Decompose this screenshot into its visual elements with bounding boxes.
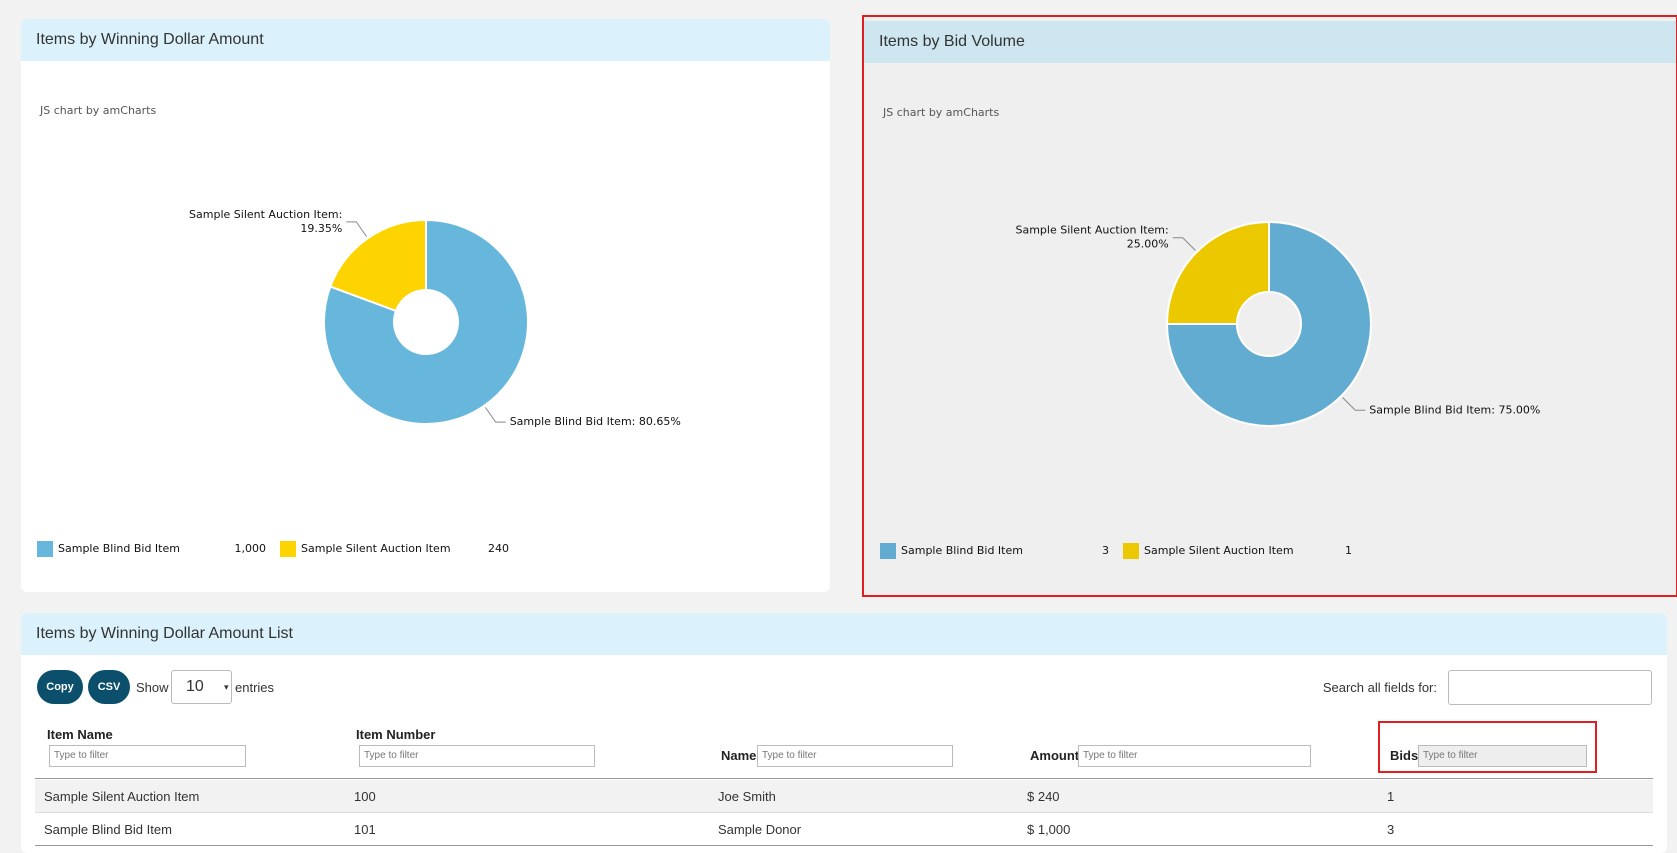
leader-line [485,407,506,423]
row-rule [35,812,1653,813]
chart: JS chart by amCharts Sample Blind Bid Ite… [37,104,681,557]
chart-panel: Items by Bid Volume JS chart by amCharts… [862,15,1677,597]
legend-value: 1 [1345,544,1352,557]
legend-label: Sample Silent Auction Item [301,542,451,555]
legend-swatch [1123,543,1139,559]
legend-swatch [280,541,296,557]
slice-label: Sample Silent Auction Item: [1015,224,1168,237]
slice-label: Sample Blind Bid Item: 75.00% [1369,403,1540,416]
highlight-box [1378,721,1597,773]
table-cell: $ 1,000 [1027,822,1071,837]
pie-slice [1165,220,1270,325]
table-cell: Sample Silent Auction Item [44,789,200,804]
table-cell: Joe Smith [718,789,776,804]
search-input[interactable] [1448,670,1652,705]
table-panel: Items by Winning Dollar Amount List Copy… [21,613,1667,853]
filter-input[interactable]: Type to filter [1418,745,1587,767]
column-header[interactable]: Bids [1390,748,1419,763]
filter-input[interactable]: Type to filter [359,745,595,767]
column-header[interactable]: Item Name [47,727,113,742]
table-cell: 1 [1387,789,1395,804]
panel-title: Items by Bid Volume [864,21,1676,63]
filter-input[interactable]: Type to filter [1078,745,1311,767]
show-label: Show [136,680,169,695]
table-cell: 100 [354,789,376,804]
pie-slice [1165,220,1372,427]
slice-label: 19.35% [300,222,342,235]
leader-line [346,221,367,237]
legend-value: 240 [488,542,509,555]
legend-swatch [880,543,896,559]
page-size-select[interactable]: 10 [171,670,232,704]
table-cell: 101 [354,822,376,837]
pie-slice [323,218,529,425]
pie-slice [329,218,427,313]
chart-credit: JS chart by amCharts [39,104,156,117]
copy-button[interactable]: Copy [37,670,83,704]
slice-label: Sample Blind Bid Item: 80.65% [510,415,681,428]
chart-panel: Items by Winning Dollar Amount JS chart … [21,19,830,592]
table-cell: $ 240 [1027,789,1060,804]
column-header[interactable]: Name [721,748,757,763]
panel-title: Items by Winning Dollar Amount List [21,613,1667,655]
filter-input[interactable]: Type to filter [757,745,953,767]
header-rule [35,778,1653,779]
chart: JS chart by amCharts Sample Blind Bid Ite… [880,106,1540,559]
slice-label: 25.00% [1127,238,1169,251]
table-cell: Sample Blind Bid Item [44,822,172,837]
table-cell: Sample Donor [718,822,802,837]
table-cell: 3 [1387,822,1395,837]
leader-line [1342,397,1366,411]
column-header[interactable]: Item Number [356,727,436,742]
leader-line [1172,237,1196,251]
filter-input[interactable]: Type to filter [49,745,246,767]
slice-label: Sample Silent Auction Item: [189,208,342,221]
select-arrow: ▾ [224,682,229,692]
column-header[interactable]: Amount [1030,748,1080,763]
csv-button[interactable]: CSV [88,670,130,704]
legend-label: Sample Blind Bid Item [901,544,1023,557]
legend-label: Sample Blind Bid Item [58,542,180,555]
search-label: Search all fields for: [1322,680,1437,695]
entries-label: entries [235,680,275,695]
legend-value: 3 [1102,544,1109,557]
row-bg [35,780,1653,812]
chart-credit: JS chart by amCharts [882,106,999,119]
panel-title: Items by Winning Dollar Amount [21,19,830,61]
legend-label: Sample Silent Auction Item [1144,544,1294,557]
legend-value: 1,000 [235,542,267,555]
legend-swatch [37,541,53,557]
row-rule [35,845,1653,846]
